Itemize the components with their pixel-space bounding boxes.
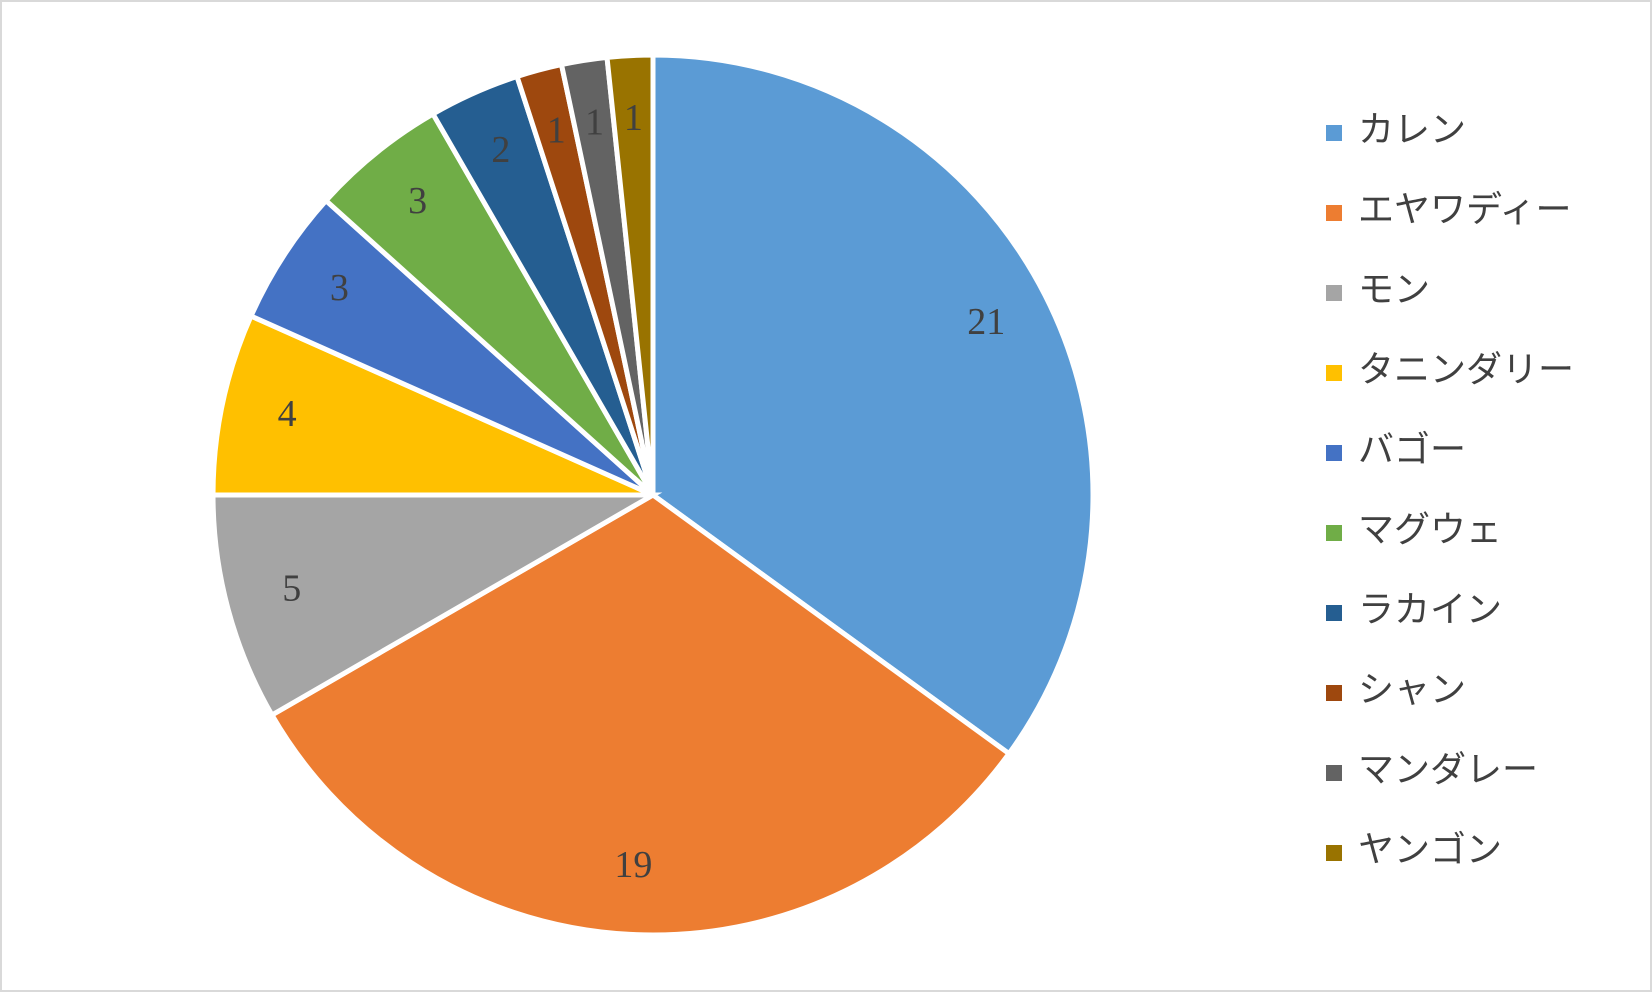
data-label: 1 xyxy=(585,101,604,143)
legend-label: エヤワディー xyxy=(1358,189,1571,229)
data-label: 19 xyxy=(614,844,652,886)
pie-slice xyxy=(604,52,656,496)
data-label: 3 xyxy=(330,267,349,309)
pie-slice xyxy=(210,492,663,719)
legend-swatch xyxy=(1326,525,1342,541)
legend-swatch xyxy=(1326,685,1342,701)
pie-slice xyxy=(210,312,655,498)
legend-swatch xyxy=(1326,845,1342,861)
pie-slice xyxy=(650,52,1096,758)
legend-swatch xyxy=(1326,285,1342,301)
legend-label: モン xyxy=(1358,269,1430,309)
legend-label: シャン xyxy=(1358,669,1466,709)
legend-swatch xyxy=(1326,445,1342,461)
legend-label: タニンダリー xyxy=(1358,349,1574,389)
data-label: 5 xyxy=(282,568,301,610)
pie-slice xyxy=(268,492,1013,938)
data-label: 4 xyxy=(278,393,297,435)
legend-label: マグウェ xyxy=(1358,509,1502,549)
data-label: 3 xyxy=(408,180,427,222)
data-label: 2 xyxy=(491,129,510,171)
legend-swatch xyxy=(1326,605,1342,621)
data-label: 1 xyxy=(624,97,643,139)
legend-swatch xyxy=(1326,365,1342,381)
data-label: 1 xyxy=(547,109,566,151)
data-label: 21 xyxy=(967,301,1005,343)
legend-label: バゴー xyxy=(1358,429,1466,469)
legend-label: カレン xyxy=(1358,109,1466,149)
legend-label: ヤンゴン xyxy=(1358,829,1502,869)
legend-swatch xyxy=(1326,205,1342,221)
legend-swatch xyxy=(1326,765,1342,781)
legend-label: ラカイン xyxy=(1358,589,1502,629)
legend-swatch xyxy=(1326,125,1342,141)
legend-label: マンダレー xyxy=(1358,749,1538,789)
